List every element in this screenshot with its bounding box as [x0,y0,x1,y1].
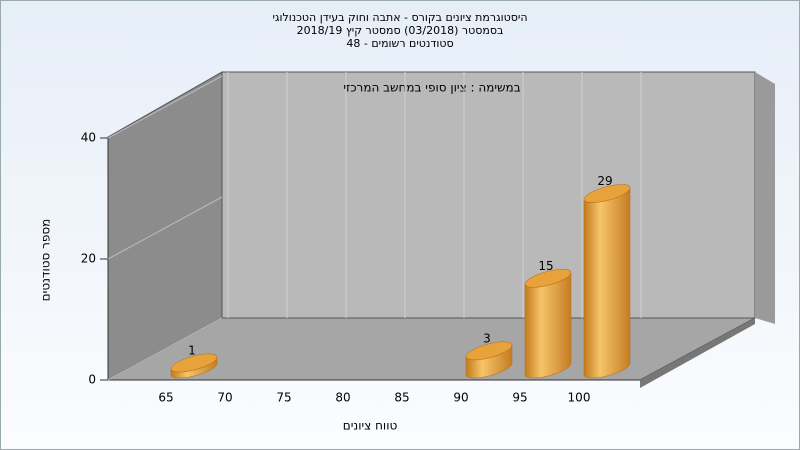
annotation: במשימה : ציון סופי במחשב המרכזי [343,81,520,95]
bar-top [583,184,631,203]
y-tick-label: 20 [81,252,96,266]
bar [465,341,513,379]
bar [170,353,218,379]
x-tick-label: 75 [276,391,291,405]
bar-top [465,341,513,361]
x-tick-label: 65 [158,391,173,405]
back-wall [221,71,756,319]
data-label: 3 [483,331,491,345]
data-label: 15 [538,259,553,273]
x-tick-label: 70 [217,391,232,405]
bar-body [524,272,572,379]
x-axis-label: טווח ציונים [343,419,398,433]
x-tick-label: 80 [335,391,350,405]
x-tick-label: 95 [512,391,527,405]
back-wall-edge [755,72,775,324]
x-tick-label: 85 [394,391,409,405]
bar-top [524,268,572,288]
y-tick-label: 0 [88,373,96,387]
chart-title: סטודנטים רשומים - 48 [346,37,453,50]
data-label: 29 [597,174,612,188]
grid-line [107,75,223,139]
chart-title: בסמסטר (03/2018) סמסטר קיץ 2018/19 [297,24,504,37]
bar-body [583,187,631,379]
x-tick-label: 90 [453,391,468,405]
bar-top [170,353,218,373]
x-tick-label: 100 [568,391,591,405]
y-axis-label: מספר סטודנטים [39,219,53,302]
y-tick-label: 40 [81,131,96,145]
floor-edge [640,318,755,388]
grid-line [107,317,223,381]
chart-title: היסטוגרמת ציונים בקורס - אתבה וחוק בעידן… [272,11,527,24]
bar [524,268,572,379]
grid-line [107,196,223,260]
bar [583,184,631,379]
data-label: 1 [188,343,196,357]
